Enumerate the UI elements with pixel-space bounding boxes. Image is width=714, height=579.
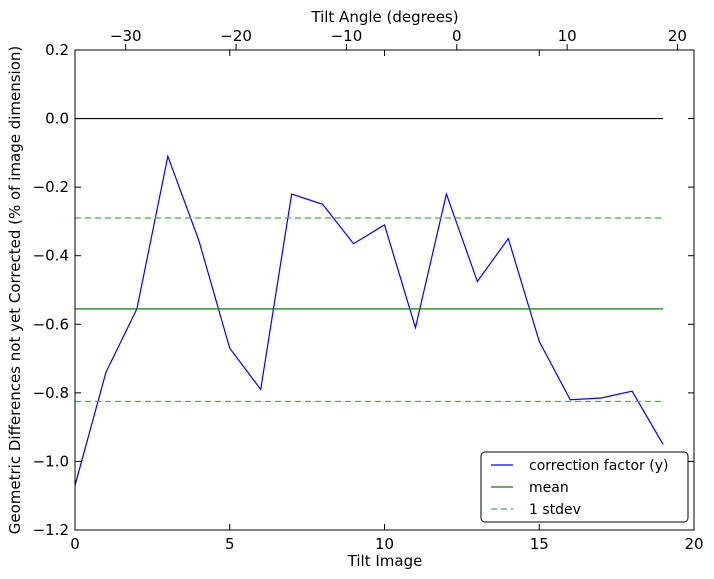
- legend: correction factor (y) mean 1 stdev: [480, 451, 689, 523]
- x2-axis-label: Tilt Angle (degrees): [310, 8, 458, 26]
- series-line-0: [74, 154, 664, 486]
- legend-box: [480, 451, 689, 523]
- x2-tick-label: 10: [558, 27, 577, 45]
- y-tick-label: −0.4: [33, 247, 69, 265]
- legend-label-stdev: 1 stdev: [529, 502, 581, 518]
- x-tick-label: 20: [684, 535, 703, 553]
- y-tick-label: −1.2: [33, 521, 69, 539]
- x2-tick-label: 0: [452, 27, 462, 45]
- x2-tick-label: −10: [331, 27, 363, 45]
- y-tick-label: −0.6: [33, 315, 69, 333]
- x2-tick-label: 20: [668, 27, 687, 45]
- y-tick-label: −1.0: [33, 452, 69, 470]
- legend-label-correction: correction factor (y): [529, 458, 668, 474]
- y-tick-label: −0.8: [33, 384, 69, 402]
- x-tick-label: 10: [375, 535, 394, 553]
- x-tick-label: 5: [225, 535, 235, 553]
- x2-tick-label: −30: [110, 27, 142, 45]
- x-tick-label: 15: [530, 535, 549, 553]
- x-tick-label: 0: [70, 535, 80, 553]
- y-tick-label: −0.2: [33, 178, 69, 196]
- legend-label-mean: mean: [529, 480, 569, 496]
- x-axis-label: Tilt Image: [347, 552, 423, 570]
- y-axis-label: Geometric Differences not yet Corrected …: [6, 46, 24, 535]
- y-tick-label: 0.0: [45, 110, 69, 128]
- y-tick-label: 0.2: [45, 41, 69, 59]
- x2-tick-label: −20: [220, 27, 252, 45]
